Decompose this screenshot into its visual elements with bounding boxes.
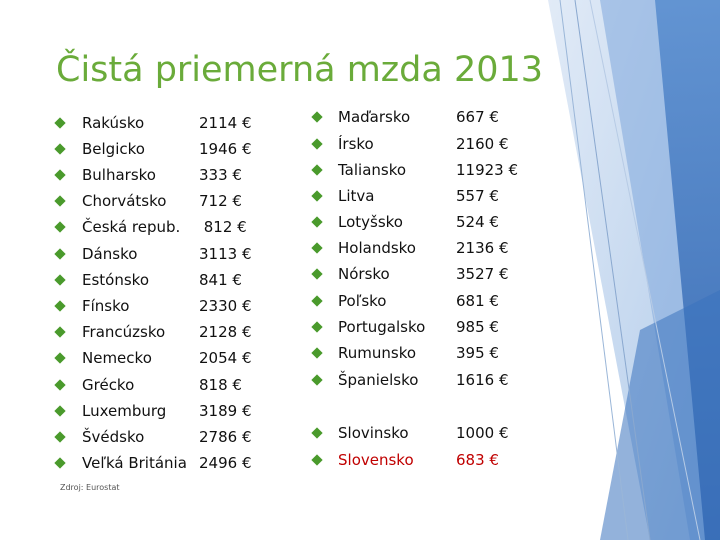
salary-value: 683 € [456,451,499,469]
country-name: Estónsko [82,271,150,289]
salary-value: 3113 € [199,245,252,263]
country-name: Maďarsko [338,108,411,126]
country-name: Chorvátsko [82,192,167,210]
country-name: Rumunsko [338,344,417,362]
salary-value: 3527 € [456,265,509,283]
salary-value: 2054 € [199,349,252,367]
salary-value: 1946 € [199,140,252,158]
country-name: Írsko [338,135,374,153]
decor-line-3 [589,0,701,540]
salary-value: 1616 € [456,371,509,389]
salary-value: 2496 € [199,454,252,472]
salary-value: 1000 € [456,424,509,442]
country-name: Litva [338,187,375,205]
country-name: Grécko [82,376,135,394]
salary-value: 395 € [456,344,499,362]
salary-value: 524 € [456,213,499,231]
decor-lower-triangle [600,290,720,540]
country-name: Nemecko [82,349,152,367]
salary-value: 11923 € [456,161,519,179]
source-note: Zdroj: Eurostat [60,483,120,492]
country-name: Belgicko [82,140,145,158]
salary-value: 2330 € [199,297,252,315]
salary-value: 841 € [199,271,242,289]
country-name: Holandsko [338,239,416,257]
country-name: Taliansko [338,161,407,179]
salary-value: 557 € [456,187,499,205]
country-name: Veľká Británia [82,454,187,472]
country-name: Nórsko [338,265,390,283]
salary-value: 2114 € [199,114,252,132]
decor-line-2 [574,0,651,540]
salary-value: 3189 € [199,402,252,420]
country-name: Luxemburg [82,402,167,420]
slide-title: Čistá priemerná mzda 2013 [56,50,544,90]
salary-value: 985 € [456,318,499,336]
country-name: Bulharsko [82,166,156,184]
country-name: Česká repub. [82,218,181,236]
country-name: Švédsko [82,428,145,446]
country-name: Fínsko [82,297,130,315]
country-name: Francúzsko [82,323,166,341]
salary-value: 681 € [456,292,499,310]
country-name: Španielsko [338,371,419,389]
salary-value: 2136 € [456,239,509,257]
salary-value: 2128 € [199,323,252,341]
salary-value: 2786 € [199,428,252,446]
salary-value: 818 € [199,376,242,394]
country-name: Slovinsko [338,424,409,442]
country-name: Lotyšsko [338,213,403,231]
country-name: Rakúsko [82,114,145,132]
salary-value: 2160 € [456,135,509,153]
salary-value: 333 € [199,166,242,184]
decor-line-1 [559,0,629,540]
country-name: Dánsko [82,245,138,263]
salary-value: 667 € [456,108,499,126]
salary-value: 812 € [199,218,247,236]
country-name: Slovensko [338,451,414,469]
country-name: Poľsko [338,292,387,310]
salary-value: 712 € [199,192,242,210]
country-name: Portugalsko [338,318,426,336]
